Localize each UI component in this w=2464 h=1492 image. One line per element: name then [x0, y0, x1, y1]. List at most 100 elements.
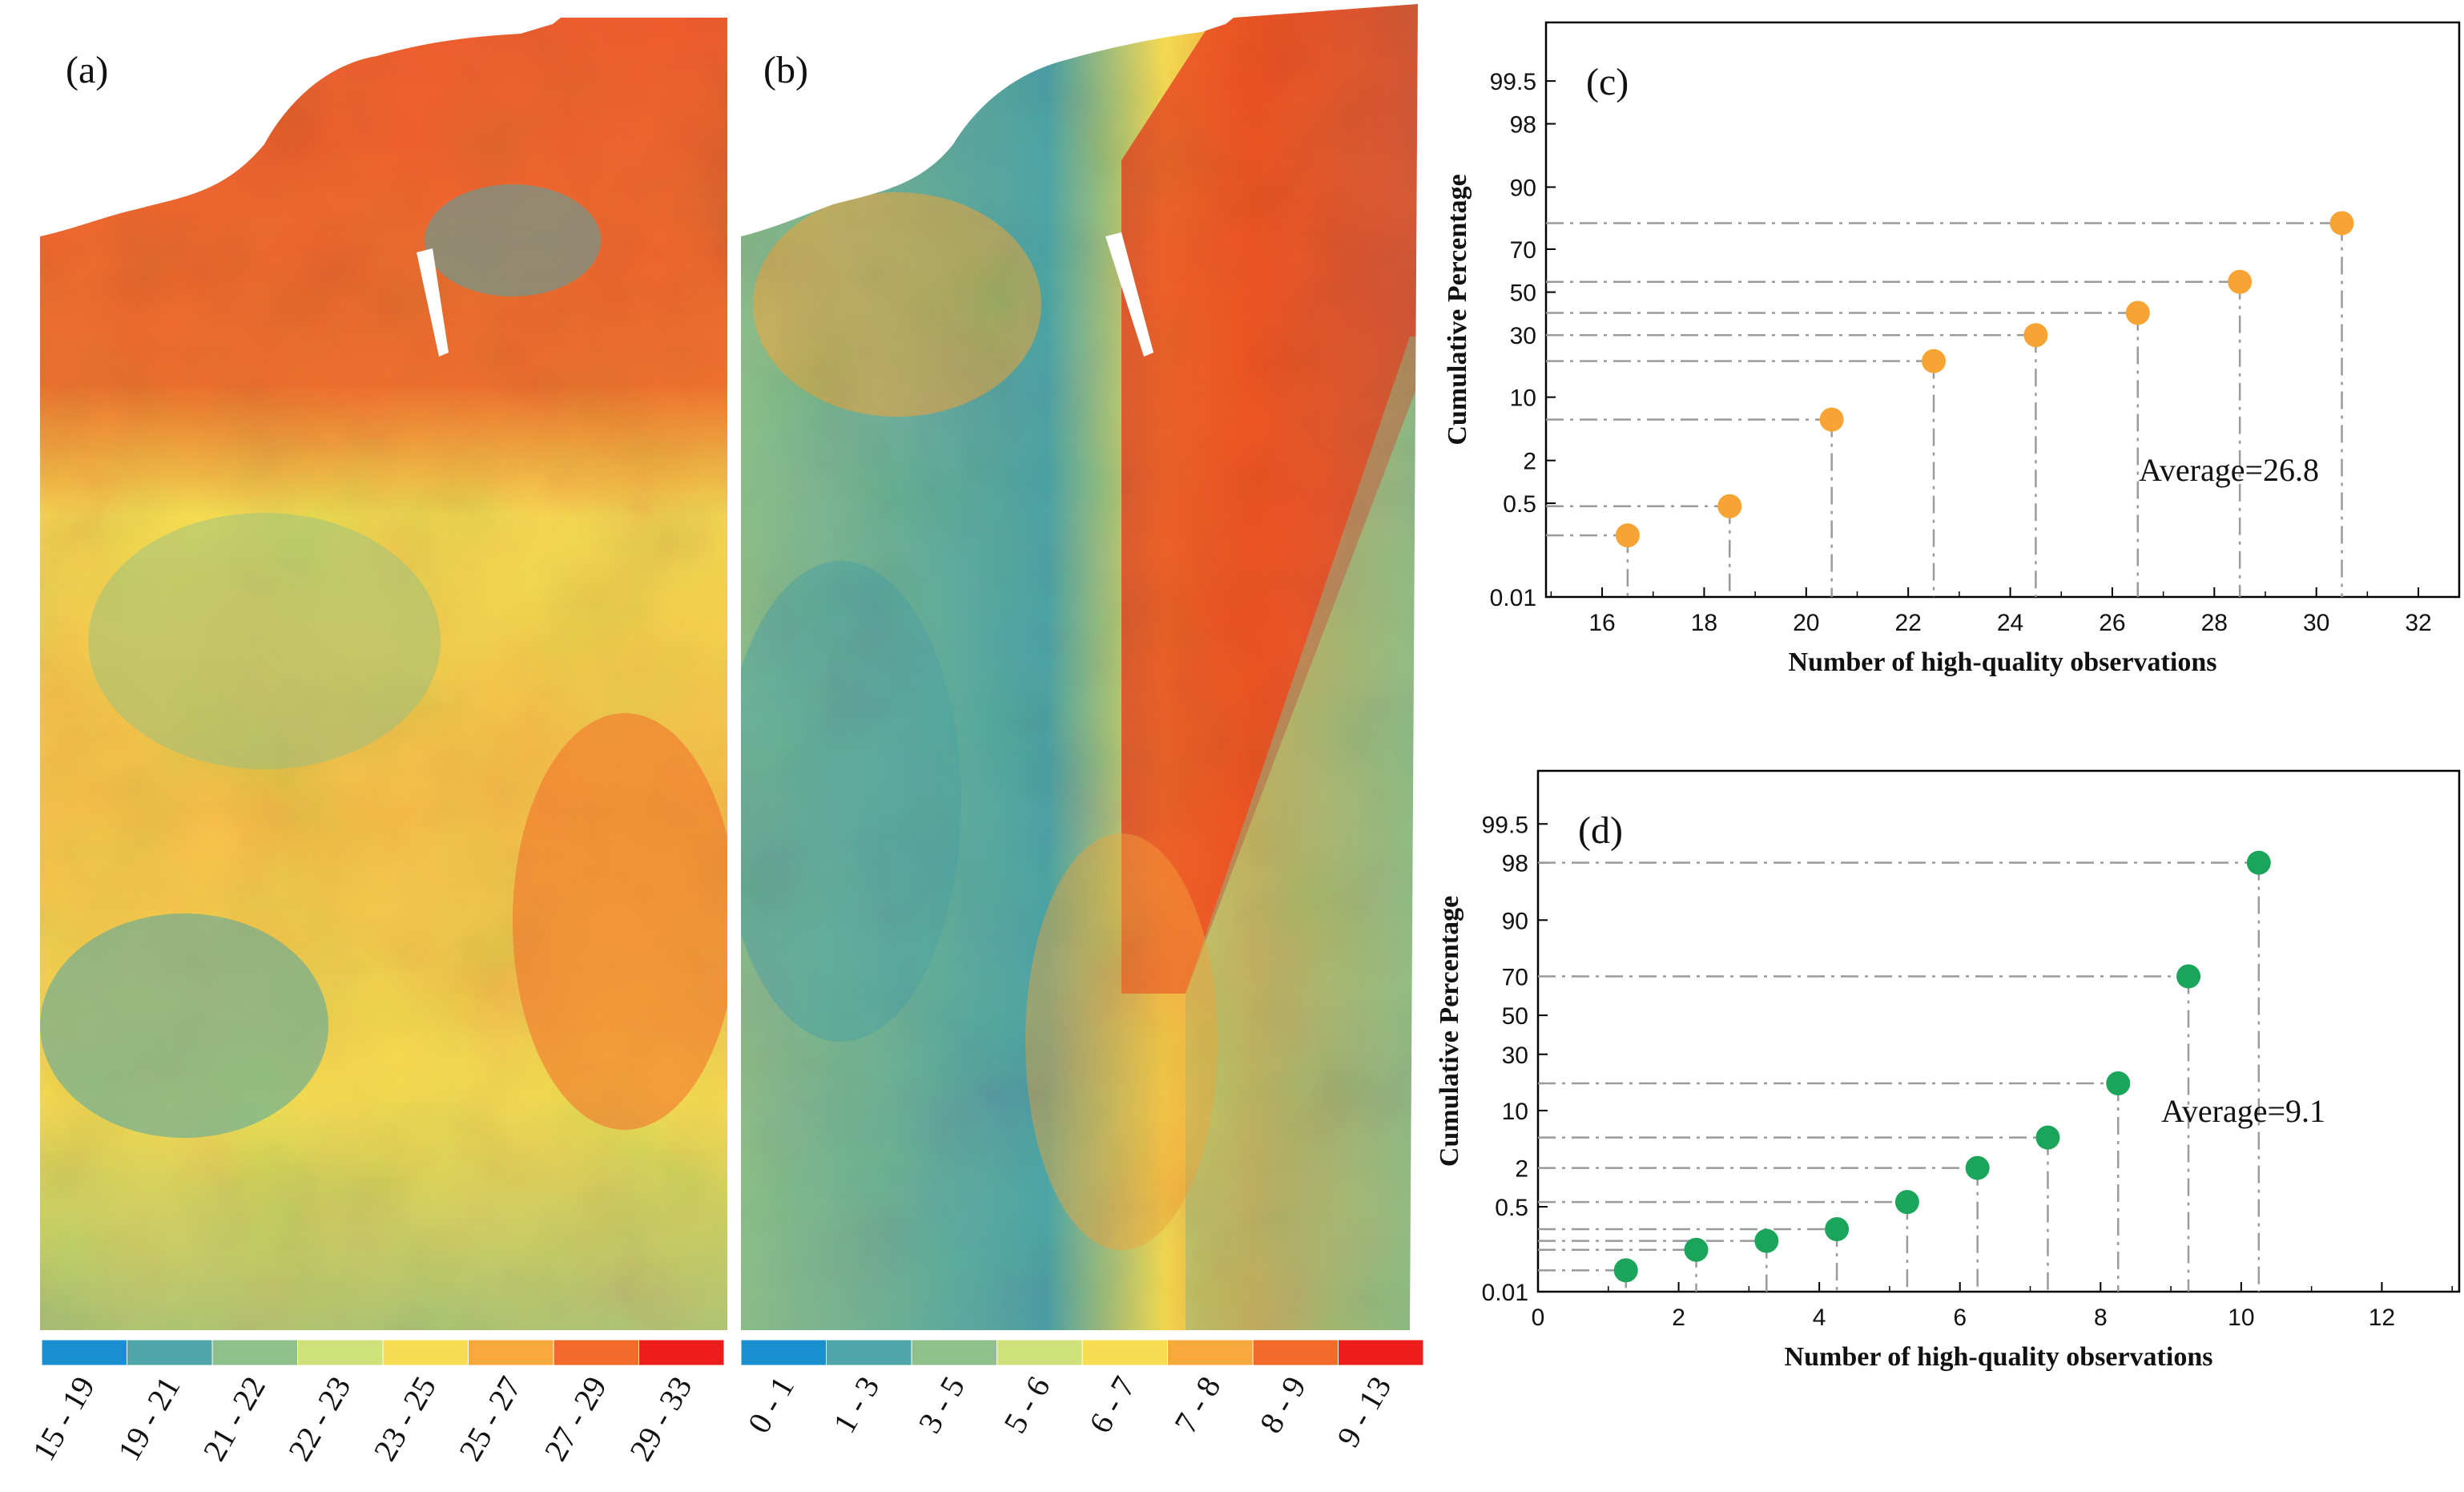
- data-point: [2228, 269, 2253, 294]
- data-point: [2035, 1125, 2060, 1150]
- legend-label: 25 - 27: [452, 1370, 529, 1467]
- data-point: [1922, 349, 1947, 373]
- map-a-region-north-low: [425, 184, 601, 296]
- data-point: [1894, 1190, 1919, 1215]
- y-tick-label: 0.5: [1503, 491, 1536, 518]
- legend-swatch: [1252, 1339, 1339, 1366]
- data-point: [2176, 964, 2201, 989]
- x-tick-label: 6: [1953, 1304, 1967, 1331]
- plot-frame: [1544, 21, 2461, 599]
- data-point: [1825, 1217, 1850, 1242]
- y-tick-label: 98: [1502, 851, 1528, 877]
- legend-swatch: [468, 1339, 554, 1366]
- x-tick-label: 10: [2228, 1304, 2254, 1331]
- legend-swatch: [211, 1339, 298, 1366]
- map-panel-a: [40, 18, 727, 1330]
- legend-swatch: [1338, 1339, 1424, 1366]
- chart-d: 0.01 0.5 2 10 30 50 70 90 98 99.5 0 2 4 6 8 10 12 (d) Aver…: [1435, 769, 2461, 1372]
- legend-label: 7 - 8: [1167, 1370, 1228, 1439]
- panel-label: (c): [1586, 61, 1629, 103]
- plot-frame: [1536, 769, 2461, 1293]
- x-tick-label: 2: [1672, 1304, 1685, 1331]
- legend-label: 0 - 1: [740, 1370, 801, 1439]
- data-point: [1965, 1155, 1990, 1180]
- y-axis-label: Cumulative Percentage: [1443, 174, 1472, 445]
- legend-label: 6 - 7: [1081, 1370, 1142, 1439]
- y-axis-label: Cumulative Percentage: [1435, 896, 1464, 1167]
- data-point: [2106, 1071, 2131, 1096]
- legend-swatch: [297, 1339, 384, 1366]
- y-tick-label: 99.5: [1490, 69, 1536, 95]
- data-point: [1684, 1237, 1709, 1262]
- legend-b: 0 - 1 1 - 3 3 - 5 5 - 6 6 - 7 7 - 8 8 - 9 9 - 1…: [740, 1339, 1424, 1453]
- x-tick-label: 20: [1793, 610, 1819, 636]
- legend-label: 1 - 3: [826, 1370, 887, 1439]
- y-tick-label: 10: [1510, 385, 1536, 412]
- data-point: [2246, 850, 2271, 875]
- y-tick-label: 98: [1510, 112, 1536, 139]
- y-tick-label: 0.5: [1495, 1195, 1528, 1221]
- legend-label: 21 - 22: [195, 1370, 272, 1467]
- y-tick-label: 2: [1515, 1156, 1528, 1183]
- legend-swatch: [826, 1339, 912, 1366]
- legend-label: 29 - 33: [622, 1370, 699, 1467]
- x-axis-label: Number of high-quality observations: [1785, 1342, 2213, 1372]
- legend-label: 9 - 13: [1330, 1370, 1399, 1453]
- legend-swatch: [996, 1339, 1083, 1366]
- data-point: [2329, 211, 2354, 236]
- legend-label: 19 - 21: [111, 1370, 187, 1467]
- data-point: [2125, 300, 2150, 325]
- legend-swatch: [740, 1339, 827, 1366]
- data-point: [2023, 323, 2048, 348]
- y-tick-label: 0.01: [1482, 1280, 1528, 1306]
- legend-label: 23 - 25: [366, 1370, 443, 1467]
- x-tick-label: 26: [2099, 610, 2125, 636]
- y-tick-label: 0.01: [1490, 585, 1536, 611]
- legend-swatch: [382, 1339, 469, 1366]
- y-tick-label: 99.5: [1482, 812, 1528, 838]
- x-tick-label: 24: [1997, 610, 2023, 636]
- average-annotation: Average=9.1: [2161, 1093, 2325, 1129]
- y-tick-label: 50: [1502, 1003, 1528, 1030]
- legend-label: 27 - 29: [537, 1370, 614, 1467]
- legend-a: 15 - 19 19 - 21 21 - 22 22 - 23 23 - 25 25 - …: [25, 1339, 725, 1467]
- y-tick-label: 90: [1502, 908, 1528, 934]
- average-annotation: Average=26.8: [2139, 452, 2319, 488]
- x-tick-label: 22: [1894, 610, 1921, 636]
- y-tick-label: 2: [1523, 449, 1536, 475]
- legend-swatch: [638, 1339, 725, 1366]
- legend-label: 22 - 23: [281, 1370, 358, 1467]
- map-a-region-mid: [88, 513, 441, 769]
- y-tick-label: 30: [1502, 1042, 1528, 1069]
- y-tick-label: 10: [1502, 1099, 1528, 1125]
- legend-swatch: [1167, 1339, 1254, 1366]
- x-tick-label: 12: [2369, 1304, 2395, 1331]
- map-b-noise: [741, 4, 1418, 1330]
- x-tick-label: 30: [2303, 610, 2329, 636]
- y-tick-label: 70: [1502, 965, 1528, 991]
- legend-swatch: [127, 1339, 213, 1366]
- legend-label: 15 - 19: [25, 1370, 102, 1467]
- x-tick-label: 0: [1532, 1304, 1545, 1331]
- legend-label: 3 - 5: [911, 1370, 972, 1439]
- legend-label: 8 - 9: [1252, 1370, 1313, 1439]
- legend-swatch: [553, 1339, 639, 1366]
- data-point: [1819, 407, 1844, 432]
- panel-a-label: (a): [66, 49, 108, 91]
- y-tick-label: 90: [1510, 175, 1536, 201]
- legend-swatch: [1081, 1339, 1168, 1366]
- panel-label: (d): [1578, 809, 1623, 852]
- map-a-region-high: [513, 713, 727, 1130]
- map-b-lake: [1105, 232, 1153, 357]
- y-tick-label: 50: [1510, 280, 1536, 307]
- y-tick-label: 30: [1510, 323, 1536, 349]
- data-point: [1615, 523, 1640, 548]
- chart-c: 0.01 0.5 2 10 30 50 70 90 98 99.5 16 18 20 22 24 26 28 30…: [1443, 21, 2461, 677]
- map-a-lake: [417, 248, 449, 357]
- y-tick-label: 70: [1510, 237, 1536, 264]
- x-tick-label: 18: [1691, 610, 1717, 636]
- x-axis-label: Number of high-quality observations: [1789, 647, 2217, 677]
- legend-label: 5 - 6: [996, 1370, 1057, 1439]
- x-tick-label: 28: [2201, 610, 2228, 636]
